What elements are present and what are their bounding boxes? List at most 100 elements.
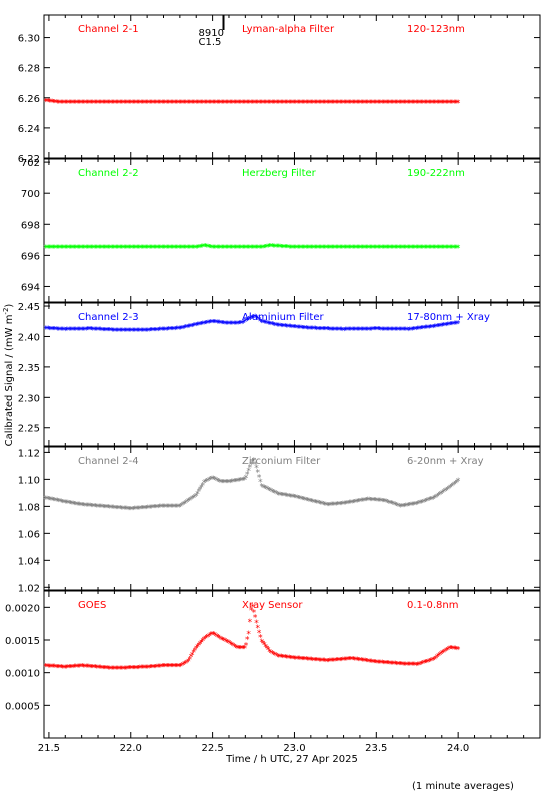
data-point: * <box>334 326 339 336</box>
data-point: * <box>424 497 429 507</box>
data-point: * <box>163 244 168 254</box>
data-point: * <box>301 324 306 334</box>
data-point: * <box>346 326 351 336</box>
data-point: * <box>136 99 141 109</box>
data-point: * <box>452 480 457 490</box>
data-point: * <box>314 99 319 109</box>
data-point: * <box>87 326 92 336</box>
data-point: * <box>210 99 215 109</box>
data-point: * <box>380 497 385 507</box>
data-point: * <box>184 499 189 509</box>
data-point: * <box>456 646 461 656</box>
data-point: * <box>75 244 80 254</box>
y-tick-label: 1.08 <box>18 502 40 513</box>
data-point: * <box>300 244 305 254</box>
y-tick-label: 1.04 <box>18 556 40 567</box>
data-point: * <box>74 99 79 109</box>
data-point: * <box>151 99 156 109</box>
data-point: * <box>383 244 388 254</box>
data-point: * <box>286 244 291 254</box>
panel-label: 120-123nm <box>407 24 465 35</box>
data-point: * <box>359 244 364 254</box>
data-point: * <box>335 326 340 336</box>
data-point: * <box>423 324 428 334</box>
data-point: * <box>195 244 200 254</box>
data-point: * <box>53 244 58 254</box>
y-tick-label: 702 <box>21 158 40 169</box>
data-point: * <box>266 243 271 253</box>
data-point: * <box>118 244 123 254</box>
data-point: * <box>232 478 237 488</box>
data-point: * <box>385 498 390 508</box>
data-point: * <box>434 99 439 109</box>
data-point: * <box>394 501 399 511</box>
data-point: * <box>295 324 300 334</box>
data-point: * <box>449 99 454 109</box>
data-point: * <box>246 316 251 326</box>
data-point: * <box>185 99 190 109</box>
data-point: * <box>130 244 135 254</box>
data-point: * <box>146 327 151 337</box>
data-point: * <box>92 244 97 254</box>
data-point: * <box>347 326 352 336</box>
data-point: * <box>184 324 189 334</box>
data-point: * <box>96 503 101 513</box>
data-point: * <box>63 326 68 336</box>
panel-label: Channel 2-2 <box>78 168 139 179</box>
data-point: * <box>165 326 170 336</box>
data-point: * <box>455 320 460 330</box>
data-point: * <box>129 244 134 254</box>
data-point: * <box>115 504 120 514</box>
data-point: * <box>233 477 238 487</box>
data-point: * <box>362 497 367 507</box>
data-point: * <box>163 503 168 513</box>
data-point: * <box>430 99 435 109</box>
data-point: * <box>265 485 270 495</box>
data-point: * <box>76 244 81 254</box>
data-point: * <box>279 99 284 109</box>
data-point: * <box>119 99 124 109</box>
y-tick-label: 6.24 <box>18 124 40 135</box>
data-point: * <box>165 244 170 254</box>
data-point: * <box>135 244 140 254</box>
data-point: * <box>56 326 61 336</box>
data-point: * <box>181 324 186 334</box>
data-point: * <box>256 315 261 325</box>
data-point: * <box>232 320 237 330</box>
data-point: * <box>448 321 453 331</box>
data-point: * <box>377 326 382 336</box>
data-point: * <box>299 99 304 109</box>
data-point: * <box>117 327 122 337</box>
data-point: * <box>422 498 427 508</box>
data-point: * <box>366 99 371 109</box>
data-point: * <box>318 500 323 510</box>
data-point: * <box>304 325 309 335</box>
data-point: * <box>303 244 308 254</box>
data-point: * <box>309 325 314 335</box>
data-point: * <box>406 326 411 336</box>
data-point: * <box>326 501 331 511</box>
data-point: * <box>380 326 385 336</box>
data-point: * <box>218 478 223 488</box>
data-point: * <box>236 244 241 254</box>
data-point: * <box>398 99 403 109</box>
data-point: * <box>270 321 275 331</box>
data-point: * <box>303 99 308 109</box>
data-point: * <box>111 504 116 514</box>
data-point: * <box>445 485 450 495</box>
data-point: * <box>207 243 212 253</box>
data-point: * <box>339 500 344 510</box>
data-point: * <box>263 99 268 109</box>
data-point: * <box>235 244 240 254</box>
data-point: * <box>173 99 178 109</box>
data-point: * <box>284 244 289 254</box>
data-point: * <box>426 99 431 109</box>
panel-3: 2.25 2.30 2.35 2.40 2.45 Channel 2-3 Aluminium… <box>18 302 541 447</box>
data-point: * <box>390 244 395 254</box>
data-point: * <box>62 326 67 336</box>
data-point: * <box>224 244 229 254</box>
data-point: * <box>208 319 213 329</box>
data-point: * <box>424 324 429 334</box>
data-point: * <box>186 244 191 254</box>
data-point: * <box>204 477 209 487</box>
